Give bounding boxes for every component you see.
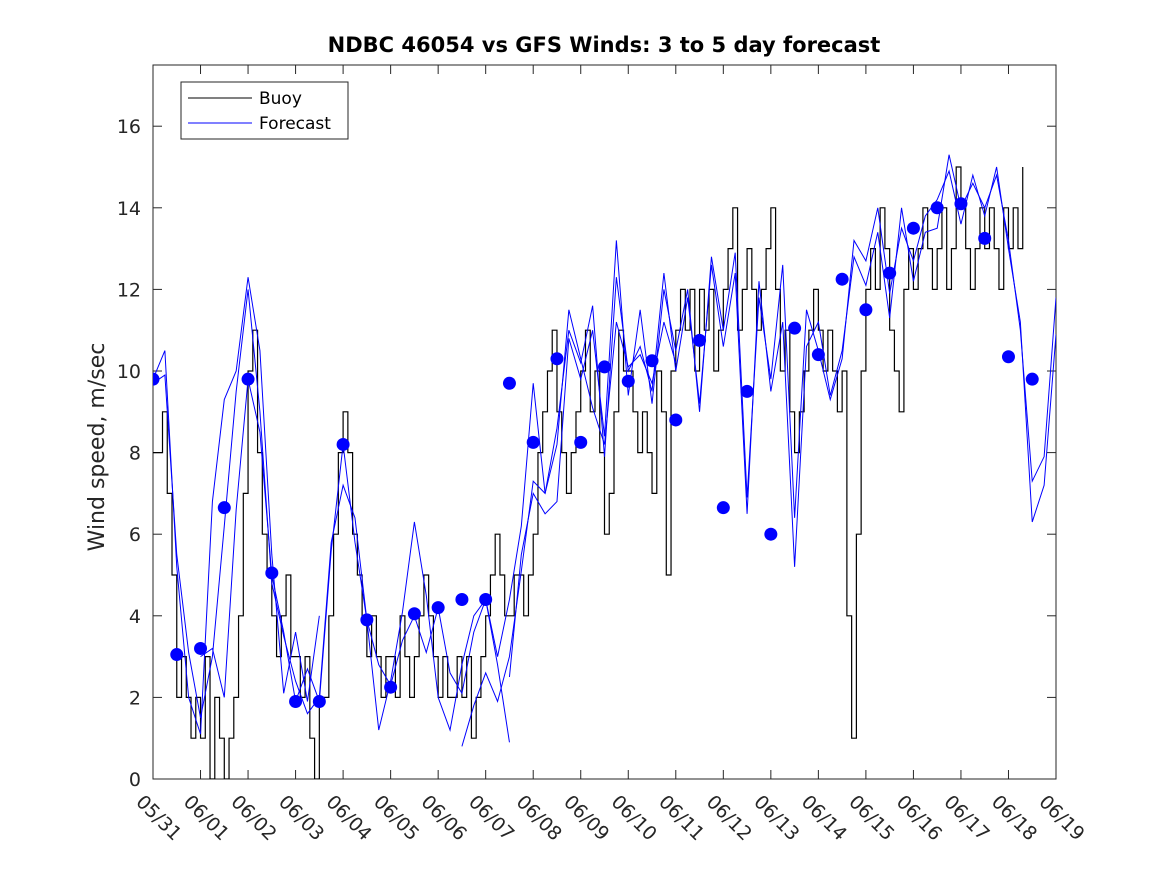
forecast-marker [811,348,825,362]
legend-forecast-label: Forecast [259,114,331,134]
forecast-marker [312,694,326,708]
y-tick-label: 12 [117,279,141,301]
forecast-marker [669,413,683,427]
y-tick-label: 6 [129,524,141,546]
forecast-marker [930,201,944,215]
legend-box [180,81,349,140]
plot-series-group [153,154,1056,779]
y-tick-label: 2 [129,687,141,709]
forecast-marker [170,648,184,662]
forecast-marker [693,333,707,347]
legend: Buoy Forecast [180,81,349,140]
forecast-series-line [153,277,320,735]
forecast-marker [978,231,992,245]
forecast-marker [835,272,849,286]
forecast-series-line [153,289,510,743]
forecast-marker [1001,350,1015,364]
forecast-marker [194,641,208,655]
axes-box [152,64,1057,780]
forecast-marker [455,592,469,606]
forecast-marker [883,266,897,280]
forecast-marker [716,501,730,515]
forecast-marker [502,376,516,390]
forecast-marker [360,613,374,627]
chart-title: NDBC 46054 vs GFS Winds: 3 to 5 day fore… [328,33,881,57]
forecast-marker [289,694,303,708]
y-tick-label: 4 [129,606,141,628]
forecast-marker [336,437,350,451]
forecast-marker [954,197,968,211]
y-tick-label: 16 [117,116,141,138]
y-tick-label: 0 [129,769,141,791]
forecast-marker [906,221,920,235]
y-axis-label: Wind speed, m/sec [85,343,110,552]
forecast-marker [217,501,231,515]
legend-buoy-label: Buoy [259,89,302,109]
forecast-series-line [461,154,1056,747]
forecast-marker [621,374,635,388]
forecast-marker [598,360,611,374]
forecast-marker [407,607,421,621]
forecast-marker [241,372,255,386]
forecast-marker [431,601,445,615]
forecast-marker [479,592,493,606]
forecast-marker [1025,372,1039,386]
forecast-marker [764,527,778,541]
buoy-series-line [153,166,1024,779]
forecast-marker [265,566,279,580]
y-tick-label: 14 [117,198,141,220]
y-tick-label: 10 [117,361,141,383]
forecast-marker [550,352,564,366]
y-tick-label: 8 [129,443,141,465]
forecast-marker [384,680,398,694]
plot-area: 024681012141605/3106/0106/0206/0306/0406… [117,64,1089,845]
forecast-marker [153,372,160,386]
forecast-marker [788,321,802,335]
forecast-marker [574,435,588,449]
forecast-marker [645,354,659,368]
forecast-marker [740,384,754,398]
forecast-marker [859,303,873,317]
forecast-marker [526,435,540,449]
